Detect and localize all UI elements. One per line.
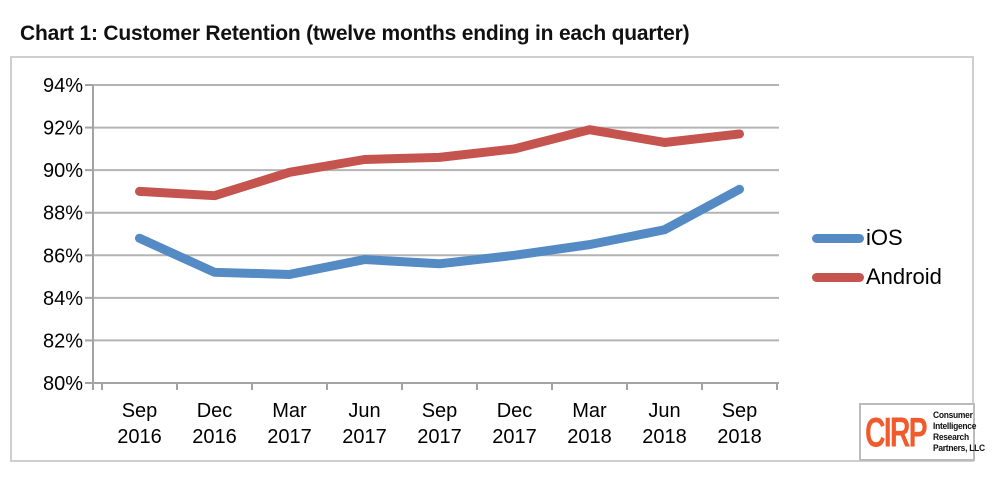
cirp-logo-line: Partners, LLC (933, 443, 985, 453)
legend-swatch-ios (812, 233, 864, 243)
cirp-logo-text: Consumer Intelligence Research Partners,… (933, 410, 988, 454)
y-tick-label: 92% (43, 118, 83, 140)
y-tick-label: 86% (43, 245, 83, 267)
x-tick-label: Sep 2016 (117, 400, 162, 448)
x-tick-label: Sep 2017 (417, 400, 462, 448)
cirp-logo-line: Consumer (933, 410, 973, 420)
y-tick-label: 90% (43, 160, 83, 182)
x-tick-label: Sep 2018 (717, 400, 762, 448)
legend-item-ios: iOS (812, 224, 942, 252)
series-line-ios (135, 184, 744, 279)
y-tick-label: 82% (43, 330, 83, 352)
y-tick-label: 88% (43, 203, 83, 225)
y-tick-label: 84% (43, 288, 83, 310)
x-tick-label: Mar 2017 (267, 400, 312, 448)
y-tick-label: 80% (43, 373, 83, 395)
legend-swatch-android (812, 272, 864, 282)
legend-label-ios: iOS (866, 225, 903, 250)
chart-title: Chart 1: Customer Retention (twelve mont… (20, 22, 690, 45)
chart-svg: 94% 92% 90% 88% 86% 84% 82% 80% Sep 2016 Dec 2016 Ma… (43, 75, 779, 448)
x-tick-label: Dec 2016 (192, 400, 237, 448)
chart-legend: iOS Android (812, 224, 942, 291)
cirp-logo-brand: CIRP (865, 408, 928, 456)
y-tick-label: 94% (43, 75, 83, 97)
cirp-logo-line: Intelligence (933, 421, 977, 431)
legend-item-android: Android (812, 263, 942, 291)
legend-label-android: Android (866, 264, 942, 289)
chart-container: 94% 92% 90% 88% 86% 84% 82% 80% Sep 2016 Dec 2016 Ma… (10, 56, 985, 462)
x-tick-label: Dec 2017 (492, 400, 537, 448)
x-tick-label: Jun 2018 (642, 400, 687, 448)
x-tick-label: Mar 2018 (567, 400, 612, 448)
cirp-logo-line: Research (933, 432, 969, 442)
series-line-android (135, 125, 744, 201)
cirp-logo: CIRP Consumer Intelligence Research Part… (859, 403, 985, 461)
x-tick-label: Jun 2017 (342, 400, 387, 448)
